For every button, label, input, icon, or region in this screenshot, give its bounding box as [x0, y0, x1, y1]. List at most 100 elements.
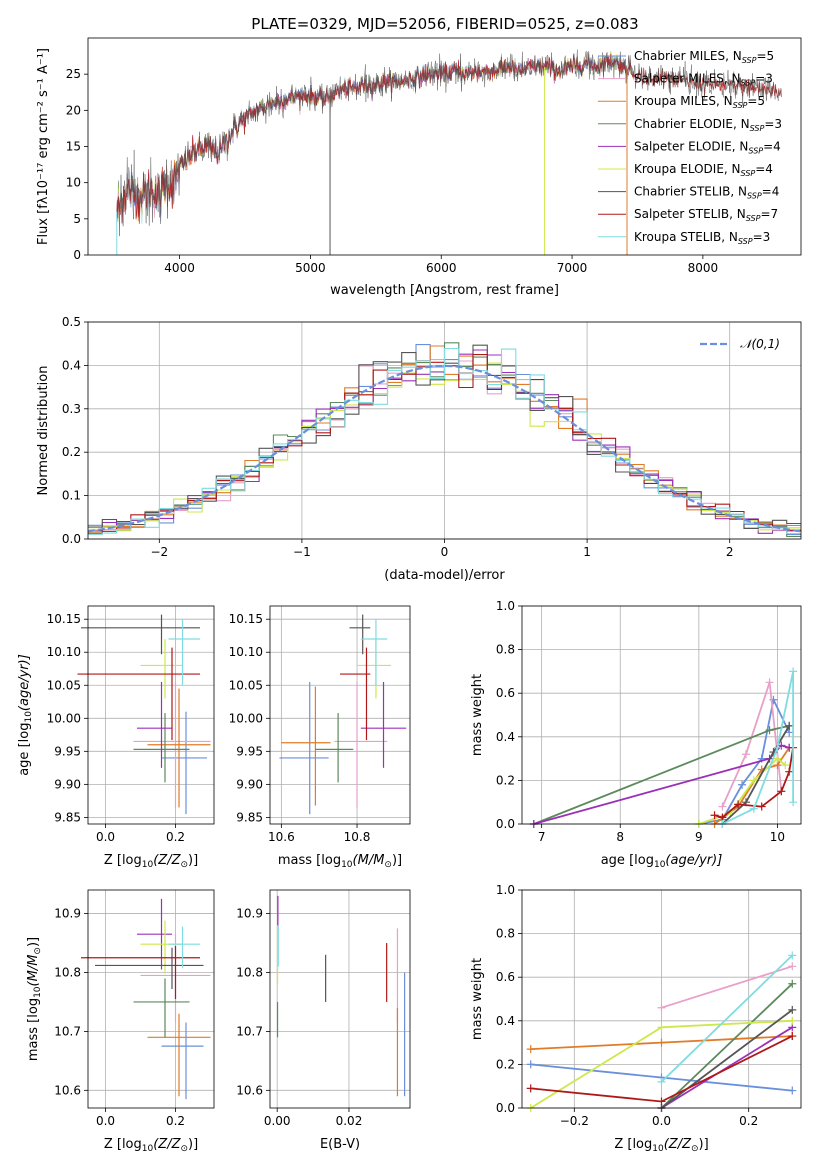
legend-label: Salpeter ELODIE, NSSP=4 [634, 139, 781, 155]
axes-frame [87, 889, 215, 1109]
weight-line [660, 983, 793, 1109]
weight_vs_Z-xlabel: Z [log10​(Z/Z⊙​)] [614, 1137, 708, 1154]
weight-marker [657, 1097, 666, 1106]
x-tick-label: 10 [770, 830, 785, 844]
histogram-step [88, 347, 801, 535]
residual_histogram-axes: −2 −1 0 1 2 0.0 0.1 0.2 0.3 0.4 0.5 𝒩(0,1) (data-mod… [36, 315, 802, 583]
y-tick-label: 10.9 [54, 907, 81, 921]
x-tick-label: 10.8 [344, 830, 371, 844]
y-tick-label: 0.6 [496, 970, 515, 984]
legend-label: Chabrier MILES, NSSP=5 [634, 49, 774, 65]
weight-marker [657, 1077, 666, 1086]
weight-marker [789, 667, 798, 676]
weight-marker [788, 962, 797, 971]
spectrum-line [116, 53, 632, 224]
x-tick-label: 7000 [557, 261, 588, 275]
axes-frame [87, 605, 215, 825]
y-tick-label: 10.05 [47, 678, 81, 692]
mass_vs_ebv-xlabel: E(B-V) [320, 1137, 360, 1152]
weight_vs_Z-ylabel: mass weight [470, 958, 485, 1040]
weight-marker [657, 1003, 666, 1012]
weight_vs_age-axes: 7 8 9 10 0.0 0.2 0.4 0.6 0.8 1.0 age [log10​(age/y… [470, 599, 801, 870]
weight-marker [788, 1005, 797, 1014]
spectrum-line [116, 49, 782, 237]
weight-line [660, 954, 793, 1083]
x-tick-label: 5000 [295, 261, 326, 275]
legend-label: Chabrier STELIB, NSSP=4 [634, 185, 779, 201]
x-tick-label: 7 [538, 830, 546, 844]
y-tick-label: 0 [73, 248, 81, 262]
y-tick-label: 10.05 [229, 678, 263, 692]
weight-marker [526, 1060, 535, 1069]
histogram-step [88, 362, 801, 532]
age_vs_Z-xlabel: Z [log10​(Z/Z⊙​)] [104, 853, 198, 870]
weight-marker [657, 1023, 666, 1032]
weight-marker [738, 780, 747, 789]
weight-marker [710, 811, 719, 820]
spectrum-legend: Chabrier MILES, NSSP=5 Salpeter MILES, NS… [598, 49, 782, 246]
weight-line [660, 1009, 793, 1109]
axes-frame [521, 889, 802, 1109]
y-tick-label: 10.6 [54, 1083, 81, 1097]
y-tick-label: 0.3 [62, 402, 81, 416]
legend-label: Kroupa ELODIE, NSSP=4 [634, 162, 773, 178]
y-tick-label: 0.6 [496, 686, 515, 700]
y-tick-label: 0.4 [496, 1014, 515, 1028]
weight-marker [773, 754, 782, 763]
weight-marker [749, 804, 758, 813]
weight-marker [773, 743, 782, 752]
y-tick-label: 10 [66, 176, 81, 190]
weight-marker [526, 1084, 535, 1093]
legend-label: Salpeter MILES, NSSP=3 [634, 72, 773, 88]
y-tick-label: 1.0 [496, 599, 515, 613]
spectrum-xlabel: wavelength [Angstrom, rest frame] [330, 283, 559, 298]
weight-marker [765, 678, 774, 687]
x-tick-label: 0.00 [264, 1114, 291, 1128]
x-tick-label: 0.0 [96, 830, 115, 844]
weight-marker [718, 802, 727, 811]
y-tick-label: 0.2 [62, 445, 81, 459]
x-tick-label: 0 [441, 545, 449, 559]
y-tick-label: 0.4 [496, 730, 515, 744]
x-tick-label: 0.02 [336, 1114, 363, 1128]
x-tick-label: 1 [583, 545, 591, 559]
y-tick-label: 9.95 [54, 744, 81, 758]
x-tick-label: 4000 [164, 261, 195, 275]
weight-marker [781, 761, 790, 770]
y-tick-label: 9.85 [54, 810, 81, 824]
x-tick-label: −1 [293, 545, 311, 559]
x-tick-label: 8000 [688, 261, 719, 275]
y-tick-label: 0.5 [62, 315, 81, 329]
mass_vs_Z-xlabel: Z [log10​(Z/Z⊙​)] [104, 1137, 198, 1154]
figure-title: PLATE=0329, MJD=52056, FIBERID=0525, z=0… [251, 15, 638, 33]
x-tick-label: 10.6 [268, 830, 295, 844]
histogram-ylabel: Normed distribution [36, 366, 51, 496]
x-tick-label: 9 [695, 830, 703, 844]
mass_vs_Z-ylabel: mass [log10​(M/M⊙​)] [26, 937, 43, 1061]
y-tick-label: 0.2 [496, 773, 515, 787]
y-tick-label: 0.2 [496, 1057, 515, 1071]
y-tick-label: 10.8 [236, 965, 263, 979]
y-tick-label: 10.7 [236, 1024, 263, 1038]
y-tick-label: 5 [73, 212, 81, 226]
axes-frame [269, 605, 411, 825]
x-tick-label: −0.2 [560, 1114, 589, 1128]
y-tick-label: 0.4 [62, 358, 81, 372]
x-tick-label: −2 [150, 545, 168, 559]
legend-label: Chabrier ELODIE, NSSP=3 [634, 117, 782, 133]
y-tick-label: 9.85 [236, 810, 263, 824]
legend-label: Salpeter STELIB, NSSP=7 [634, 207, 778, 223]
x-tick-label: 0.0 [96, 1114, 115, 1128]
spectrum-axes: 4000 5000 6000 7000 8000 0 5 10 15 20 25 wavelength… [36, 48, 782, 298]
x-tick-label: 6000 [426, 261, 457, 275]
axes-frame [87, 321, 802, 540]
y-tick-label: 10.15 [47, 612, 81, 626]
age_vs_mass-axes: 10.6 10.8 9.85 9.90 9.95 10.00 10.05 10.10 10.15… [229, 606, 410, 870]
y-tick-label: 0.1 [62, 489, 81, 503]
weight_vs_Z-axes: −0.2 0.0 0.2 0.0 0.2 0.4 0.6 0.8 1.0 Z [log10​(Z/… [470, 883, 801, 1154]
y-tick-label: 9.90 [54, 777, 81, 791]
spectrum-line [116, 51, 632, 222]
weight-marker [785, 721, 794, 730]
mass_vs_Z-axes: 0.0 0.2 10.6 10.7 10.8 10.9 Z [log10​(Z/Z⊙​)] m… [26, 890, 214, 1154]
